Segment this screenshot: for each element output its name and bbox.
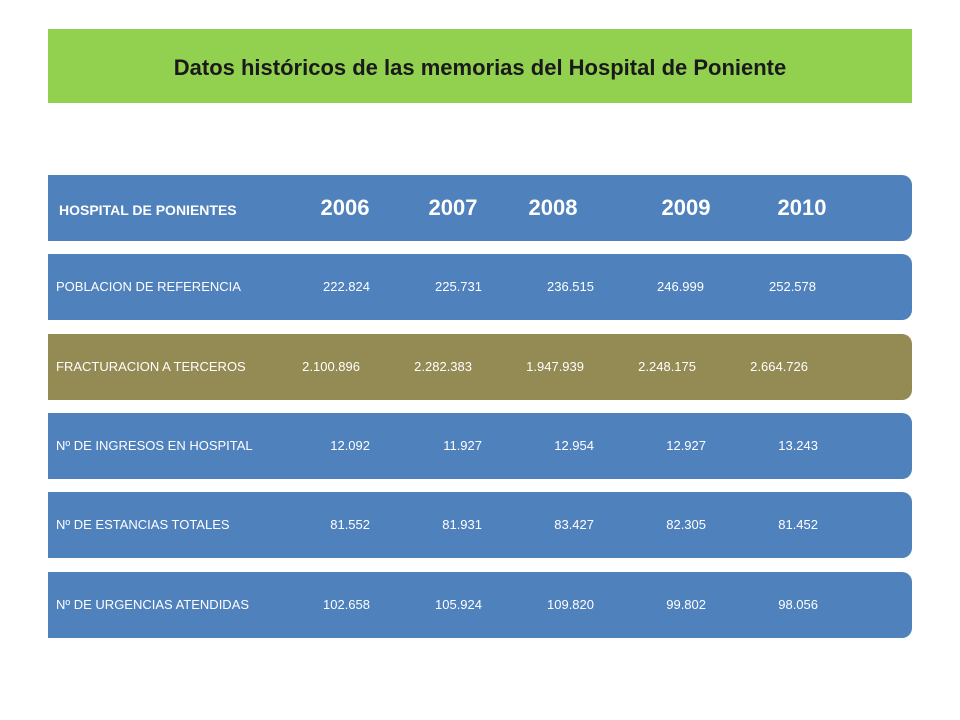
year-header-2008: 2008 [528,195,578,220]
row-value-2009: 2.248.175 [638,359,696,374]
row-value-2009: 82.305 [666,517,706,532]
row-value-2007: 2.282.383 [414,359,472,374]
row-value-2008: 109.820 [547,597,594,612]
table-row-ingresos: Nº DE INGRESOS EN HOSPITAL 12.092 11.927… [48,413,912,479]
row-label: Nº DE URGENCIAS ATENDIDAS [56,597,250,612]
year-header-2010: 2010 [777,195,827,220]
row-value-2010: 2.664.726 [750,359,808,374]
row-value-2010: 98.056 [778,597,818,612]
row-label: Nº DE ESTANCIAS TOTALES [56,517,230,532]
header-label: HOSPITAL DE PONIENTES [59,202,237,218]
year-header-2009: 2009 [661,195,711,220]
row-value-2009: 99.802 [666,597,706,612]
row-value-2006: 12.092 [330,438,370,453]
row-label: Nº DE INGRESOS EN HOSPITAL [56,438,253,453]
row-value-2010: 81.452 [778,517,818,532]
table-row-poblacion: POBLACION DE REFERENCIA 222.824 225.731 … [48,254,912,320]
table-row-estancias: Nº DE ESTANCIAS TOTALES 81.552 81.931 83… [48,492,912,558]
row-value-2007: 11.927 [443,438,482,453]
year-header-2006: 2006 [320,195,370,220]
row-value-2008: 236.515 [547,279,594,294]
row-value-2010: 252.578 [769,279,816,294]
row-value-2008: 83.427 [554,517,594,532]
row-value-2009: 246.999 [657,279,704,294]
row-value-2009: 12.927 [666,438,706,453]
row-value-2006: 2.100.896 [302,359,360,374]
row-value-2007: 225.731 [435,279,482,294]
year-header-2007: 2007 [428,195,478,220]
row-value-2007: 81.931 [442,517,482,532]
row-label: FRACTURACION A TERCEROS [56,359,246,374]
title-band: Datos históricos de las memorias del Hos… [48,29,912,103]
table-row-fracturacion: FRACTURACION A TERCEROS 2.100.896 2.282.… [48,334,912,400]
row-value-2010: 13.243 [778,438,818,453]
table-header-row: HOSPITAL DE PONIENTES 2006 2007 2008 200… [48,175,912,241]
row-value-2008: 12.954 [554,438,594,453]
row-value-2007: 105.924 [435,597,482,612]
page-title: Datos históricos de las memorias del Hos… [173,55,787,80]
row-value-2006: 222.824 [323,279,370,294]
row-label: POBLACION DE REFERENCIA [56,279,241,294]
row-value-2008: 1.947.939 [526,359,584,374]
row-value-2006: 81.552 [330,517,370,532]
table-row-urgencias: Nº DE URGENCIAS ATENDIDAS 102.658 105.92… [48,572,912,638]
row-value-2006: 102.658 [323,597,370,612]
